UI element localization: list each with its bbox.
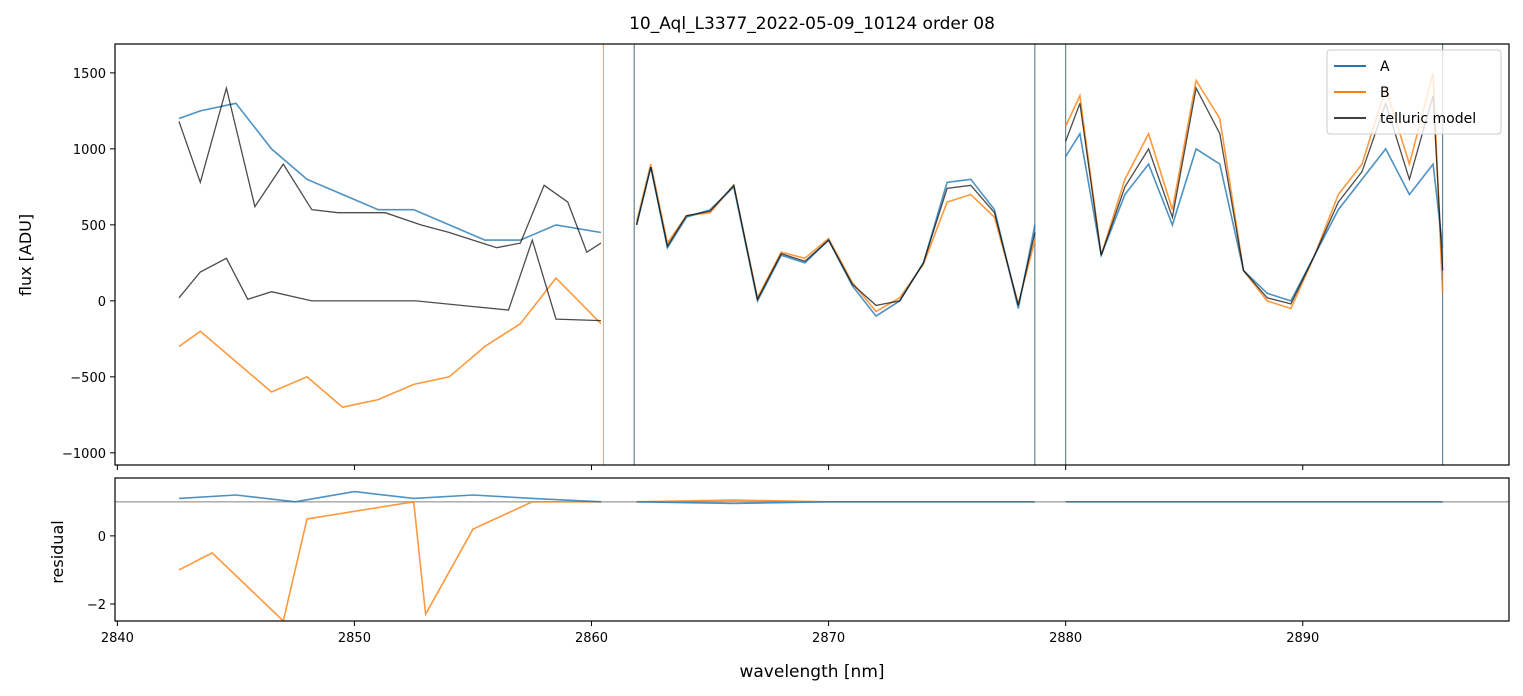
top-panel-frame: [114, 43, 1510, 466]
y-tick-label: 1000: [73, 143, 106, 158]
bottom-panel-frame: [114, 477, 1510, 622]
top-x-ticks: [116, 465, 1304, 470]
bottom-panel-data: [115, 490, 1509, 621]
legend-label-b: B: [1380, 85, 1390, 101]
series-line-telluric-model-a: [178, 85, 602, 254]
series-line-b: [635, 163, 1036, 313]
y-tick-label: −500: [70, 371, 106, 386]
bottom-panel: −2 0 2840 2850 2860 2870 2880 2890 residual wa…: [48, 477, 1510, 682]
series-line-telluric-model-b: [178, 237, 602, 322]
series-line-b: [178, 276, 602, 409]
legend-box: [1326, 49, 1502, 135]
bottom-y-ticks: −2 0: [87, 530, 115, 613]
series-line-a: [178, 102, 602, 241]
series-line-a: [1065, 131, 1444, 302]
x-tick-label: 2870: [812, 631, 845, 646]
top-panel: −1000 −500 0 500 1000 1500 flux [ADU] A B tel…: [16, 43, 1510, 470]
top-y-axis-label: flux [ADU]: [16, 214, 35, 296]
y-tick-label: 500: [81, 219, 106, 234]
legend: A B telluric model: [1326, 49, 1502, 135]
y-tick-label: −1000: [62, 447, 106, 462]
x-tick-label: 2840: [101, 631, 134, 646]
x-axis-label: wavelength [nm]: [739, 662, 884, 682]
bottom-y-axis-label: residual: [48, 520, 67, 583]
x-tick-label: 2890: [1286, 631, 1319, 646]
y-tick-label: 0: [98, 530, 106, 545]
legend-label-model: telluric model: [1380, 111, 1476, 127]
y-tick-label: 1500: [73, 67, 106, 82]
series-line-telluric-model: [635, 166, 1036, 307]
top-panel-data: [178, 44, 1444, 465]
y-tick-label: 0: [98, 295, 106, 310]
x-tick-label: 2850: [338, 631, 371, 646]
series-line-b: [178, 500, 601, 621]
x-tick-label: 2860: [575, 631, 608, 646]
series-line-a: [178, 490, 602, 503]
bottom-x-ticks: 2840 2850 2860 2870 2880 2890: [101, 621, 1319, 646]
x-tick-label: 2880: [1049, 631, 1082, 646]
legend-label-a: A: [1380, 59, 1390, 75]
top-y-ticks: −1000 −500 0 500 1000 1500: [62, 67, 115, 462]
series-line-a: [636, 500, 1035, 505]
chart-title: 10_Aql_L3377_2022-05-09_10124 order 08: [629, 14, 995, 34]
y-tick-label: −2: [87, 598, 106, 613]
